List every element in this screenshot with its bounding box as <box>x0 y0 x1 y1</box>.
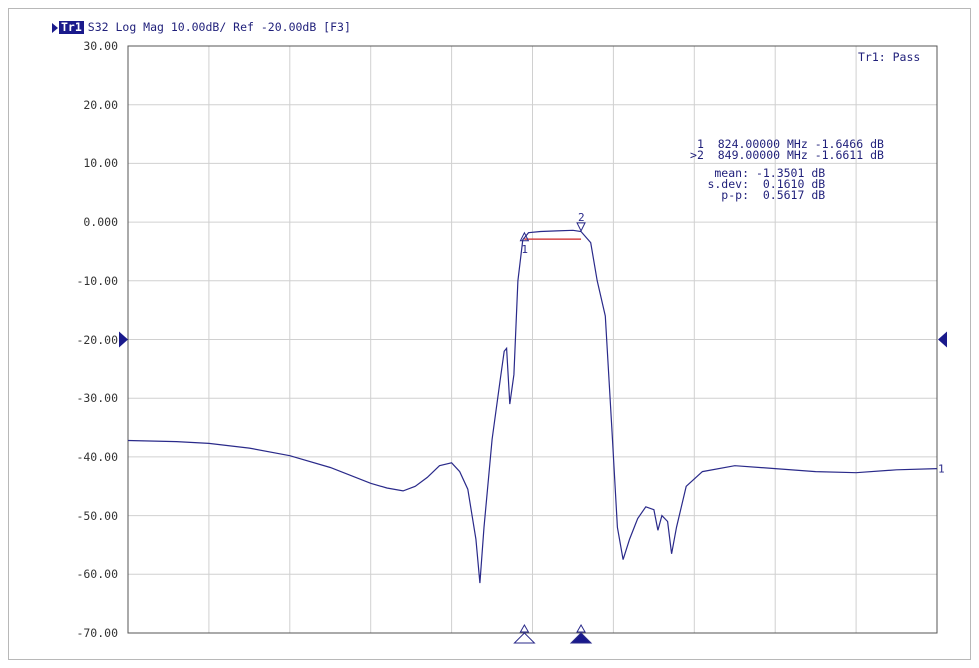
stats-pp-value: 0.5617 dB <box>762 188 826 202</box>
analyzer-window <box>8 8 971 660</box>
marker-2-small-indicator-icon <box>576 623 586 633</box>
stats-pp: p-p: 0.5617 dB <box>704 189 825 202</box>
marker-1-bottom-indicator-icon <box>513 632 536 644</box>
y-tick-label: -10.00 <box>76 273 118 288</box>
trace-label[interactable]: Tr1 <box>59 20 84 34</box>
marker-1-id: 1 <box>696 137 704 151</box>
y-tick-label: -70.00 <box>76 626 118 640</box>
trace-line <box>127 229 938 584</box>
marker-2-prefix: > <box>690 148 697 162</box>
y-tick-label: -40.00 <box>76 449 118 464</box>
marker-1-freq: 824.00000 MHz <box>717 137 808 151</box>
y-tick-label: -60.00 <box>76 567 118 582</box>
marker-1-readout: 1 824.00000 MHz -1.6466 dB <box>690 138 884 151</box>
marker-2-freq: 849.00000 MHz <box>717 148 808 162</box>
marker-2-icon <box>576 222 586 232</box>
trace-header[interactable]: Tr1 S32 Log Mag 10.00dB/ Ref -20.00dB [F3… <box>52 19 351 35</box>
y-tick-label: 10.00 <box>83 156 118 171</box>
y-tick-label: -20.00 <box>76 332 118 347</box>
stats-pp-label: p-p: <box>721 188 749 202</box>
trace-arrow-icon <box>52 22 58 33</box>
marker-1-icon <box>519 231 530 242</box>
y-tick-label: 30.00 <box>83 39 118 53</box>
y-tick-label: 20.00 <box>83 97 118 112</box>
marker-1-small-indicator-icon <box>519 623 530 633</box>
stats-sdev-label: s.dev: <box>707 177 749 191</box>
marker-2-value: -1.6611 dB <box>814 148 884 162</box>
stats-mean-value: -1.3501 dB <box>755 166 826 180</box>
marker-2-label: 2 <box>578 211 585 224</box>
y-tick-label: -50.00 <box>76 508 118 523</box>
marker-2-id: 2 <box>696 148 704 162</box>
y-tick-label: -30.00 <box>76 391 118 406</box>
trace-end-label: 1 <box>938 463 945 476</box>
marker-2-readout: >2 849.00000 MHz -1.6611 dB <box>690 149 884 162</box>
stats-sdev: s.dev: 0.1610 dB <box>704 178 825 191</box>
ref-level-right-arrow-icon <box>938 331 947 348</box>
stats-mean: mean: -1.3501 dB <box>704 167 825 180</box>
marker-1-label: 1 <box>521 243 528 256</box>
trace-format-text: S32 Log Mag 10.00dB/ Ref -20.00dB [F3] <box>87 20 351 34</box>
y-tick-label: 0.000 <box>83 215 118 230</box>
stats-mean-label: mean: <box>714 166 749 180</box>
ref-level-left-arrow-icon <box>119 331 128 348</box>
limit-status: Tr1: Pass <box>858 50 921 64</box>
stats-sdev-value: 0.1610 dB <box>762 177 826 191</box>
marker-1-value: -1.6466 dB <box>814 137 884 151</box>
marker-2-bottom-indicator-icon <box>569 632 593 644</box>
